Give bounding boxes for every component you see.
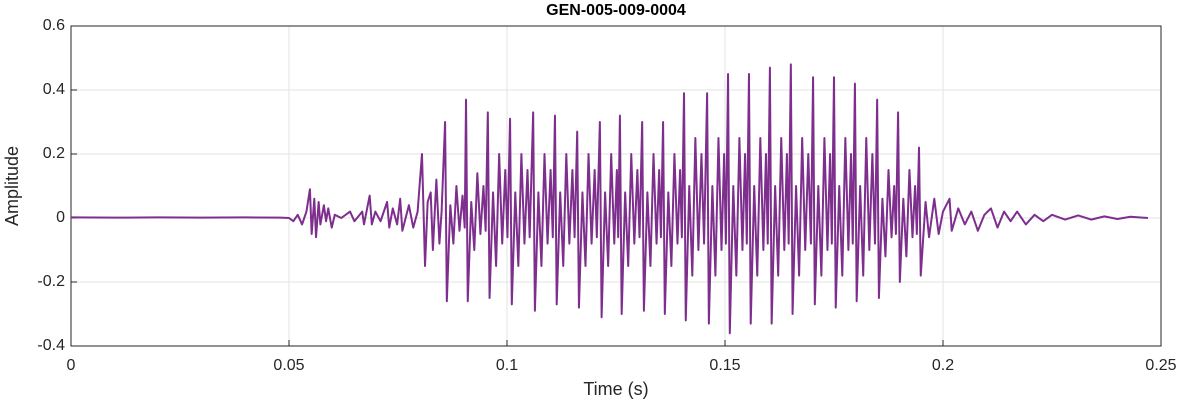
- y-tick-label: -0.2: [37, 273, 65, 290]
- y-tick-label: 0: [56, 209, 65, 226]
- x-tick-label: 0.1: [496, 357, 518, 374]
- y-tick-label: -0.4: [37, 337, 65, 354]
- y-tick-label: 0.4: [43, 81, 65, 98]
- chart-title: GEN-005-009-0004: [546, 2, 686, 19]
- y-tick-label: 0.6: [43, 17, 65, 34]
- x-tick-label: 0.2: [932, 357, 954, 374]
- y-axis-label: Amplitude: [2, 146, 22, 226]
- y-tick-label: 0.2: [43, 145, 65, 162]
- x-tick-label: 0.25: [1145, 357, 1176, 374]
- x-tick-label: 0: [67, 357, 76, 374]
- plot-frame: [70, 25, 1162, 347]
- x-tick-label: 0.05: [273, 357, 304, 374]
- x-axis-label: Time (s): [583, 379, 648, 399]
- waveform: [70, 63, 1148, 335]
- x-tick-label: 0.15: [709, 357, 740, 374]
